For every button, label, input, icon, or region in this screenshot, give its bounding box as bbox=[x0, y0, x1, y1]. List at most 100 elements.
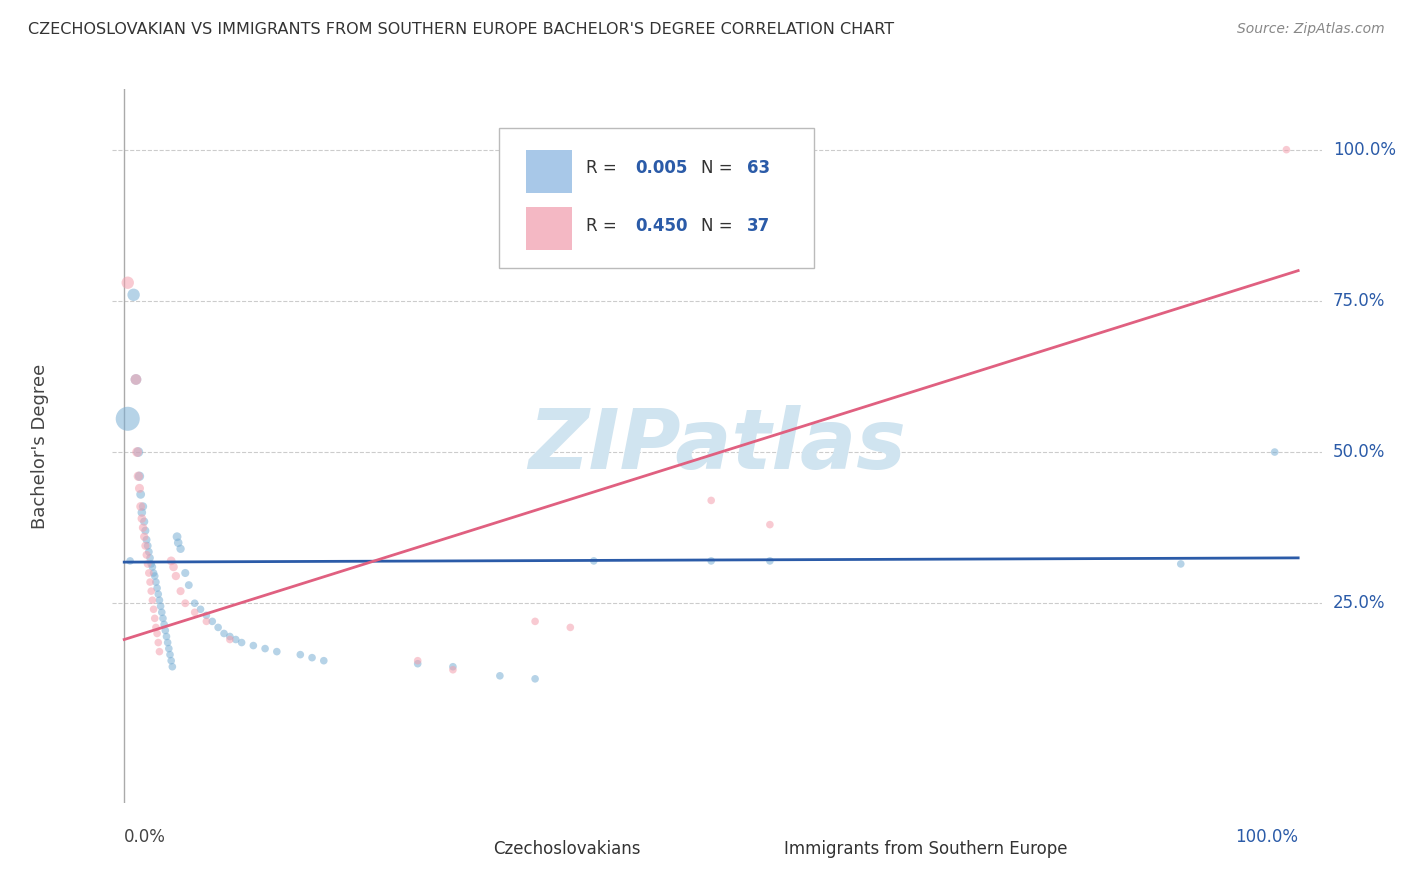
Text: 100.0%: 100.0% bbox=[1333, 141, 1396, 159]
Point bbox=[146, 626, 169, 640]
Point bbox=[138, 545, 160, 559]
Text: Czechoslovakians: Czechoslovakians bbox=[494, 840, 641, 858]
FancyBboxPatch shape bbox=[526, 150, 572, 193]
Point bbox=[135, 533, 157, 547]
Text: ZIPatlas: ZIPatlas bbox=[529, 406, 905, 486]
Point bbox=[759, 554, 782, 568]
Point bbox=[128, 481, 150, 495]
Text: 100.0%: 100.0% bbox=[1234, 828, 1298, 846]
Point bbox=[143, 569, 166, 583]
Point bbox=[524, 672, 547, 686]
Point bbox=[148, 635, 170, 649]
Point bbox=[141, 593, 163, 607]
Point bbox=[242, 639, 264, 653]
Text: N =: N = bbox=[702, 218, 738, 235]
Text: 25.0%: 25.0% bbox=[1333, 594, 1385, 612]
Point bbox=[312, 654, 335, 668]
Point bbox=[1275, 143, 1298, 157]
Point bbox=[148, 587, 170, 601]
Point bbox=[201, 615, 224, 629]
Point bbox=[132, 500, 155, 514]
Point bbox=[560, 620, 582, 634]
Point bbox=[406, 654, 429, 668]
Point bbox=[136, 539, 159, 553]
Point bbox=[139, 575, 162, 590]
Point bbox=[290, 648, 312, 662]
Point bbox=[195, 608, 218, 623]
Point bbox=[157, 641, 180, 656]
Point bbox=[160, 554, 183, 568]
Text: Source: ZipAtlas.com: Source: ZipAtlas.com bbox=[1237, 22, 1385, 37]
Point bbox=[127, 445, 149, 459]
Text: N =: N = bbox=[702, 159, 738, 177]
Point bbox=[145, 620, 167, 634]
Text: 75.0%: 75.0% bbox=[1333, 292, 1385, 310]
Text: CZECHOSLOVAKIAN VS IMMIGRANTS FROM SOUTHERN EUROPE BACHELOR'S DEGREE CORRELATION: CZECHOSLOVAKIAN VS IMMIGRANTS FROM SOUTH… bbox=[28, 22, 894, 37]
Point bbox=[125, 372, 148, 386]
Text: 50.0%: 50.0% bbox=[1333, 443, 1385, 461]
Point bbox=[150, 605, 173, 619]
Point bbox=[266, 645, 288, 659]
Point bbox=[127, 445, 149, 459]
Text: R =: R = bbox=[586, 159, 623, 177]
Text: 37: 37 bbox=[748, 218, 770, 235]
Point bbox=[122, 288, 145, 302]
Point bbox=[138, 566, 160, 580]
Point bbox=[141, 557, 163, 571]
Point bbox=[190, 602, 212, 616]
Point bbox=[134, 515, 156, 529]
Point bbox=[136, 557, 159, 571]
FancyBboxPatch shape bbox=[526, 207, 572, 250]
Point bbox=[160, 654, 183, 668]
Point bbox=[166, 530, 188, 544]
Point bbox=[155, 624, 177, 638]
Point bbox=[169, 584, 191, 599]
Point bbox=[218, 632, 240, 647]
Point bbox=[218, 630, 240, 644]
Point bbox=[129, 500, 152, 514]
Point bbox=[128, 469, 150, 483]
Point bbox=[441, 663, 464, 677]
Point bbox=[441, 659, 464, 673]
Point bbox=[134, 524, 156, 538]
Point bbox=[212, 626, 235, 640]
Point bbox=[134, 539, 156, 553]
Point bbox=[167, 535, 190, 549]
Point bbox=[152, 611, 174, 625]
Point bbox=[141, 584, 163, 599]
FancyBboxPatch shape bbox=[499, 128, 814, 268]
Point bbox=[254, 641, 277, 656]
Point bbox=[524, 615, 547, 629]
Point bbox=[146, 581, 169, 595]
Text: 0.0%: 0.0% bbox=[124, 828, 166, 846]
Point bbox=[225, 632, 247, 647]
Point bbox=[162, 560, 184, 574]
Point bbox=[148, 645, 170, 659]
Point bbox=[174, 566, 197, 580]
Point bbox=[174, 596, 197, 610]
Text: 0.005: 0.005 bbox=[636, 159, 688, 177]
Text: Immigrants from Southern Europe: Immigrants from Southern Europe bbox=[783, 840, 1067, 858]
Point bbox=[139, 550, 162, 565]
Point bbox=[1170, 557, 1192, 571]
Point bbox=[700, 493, 723, 508]
FancyBboxPatch shape bbox=[741, 838, 772, 860]
Point bbox=[700, 554, 723, 568]
Point bbox=[183, 596, 205, 610]
Point bbox=[177, 578, 200, 592]
Point bbox=[1264, 445, 1286, 459]
Point bbox=[162, 659, 184, 673]
Point bbox=[141, 560, 163, 574]
Point bbox=[301, 650, 323, 665]
Point bbox=[159, 648, 181, 662]
Point bbox=[134, 530, 156, 544]
Point bbox=[125, 372, 148, 386]
Point bbox=[759, 517, 782, 532]
Text: R =: R = bbox=[586, 218, 623, 235]
Point bbox=[142, 566, 165, 580]
Point bbox=[127, 469, 149, 483]
Point bbox=[131, 511, 153, 525]
Point bbox=[406, 657, 429, 671]
Point bbox=[117, 411, 139, 425]
Point bbox=[183, 605, 205, 619]
